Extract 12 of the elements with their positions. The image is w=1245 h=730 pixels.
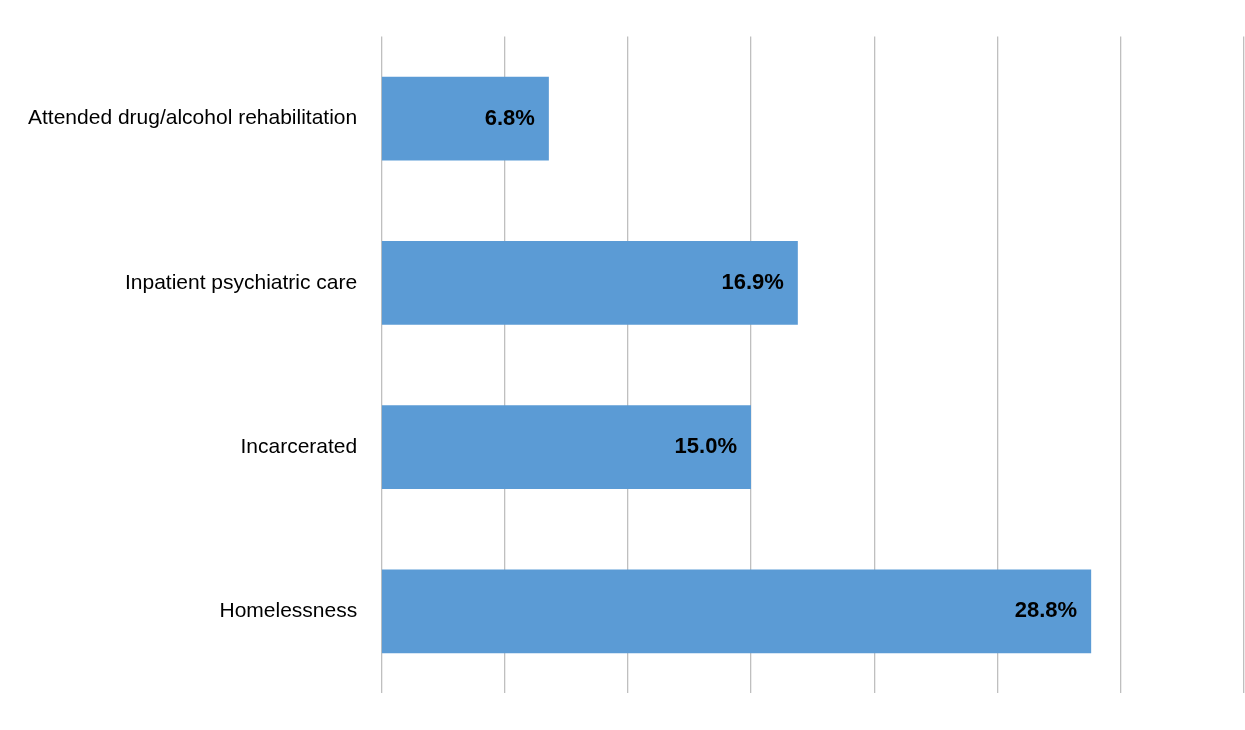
y-tick-label: Incarcerated (240, 433, 358, 457)
y-tick-label: Inpatient psychiatric care (124, 269, 358, 293)
data-label: 16.9% (721, 268, 784, 294)
data-label: 6.8% (484, 104, 535, 130)
y-tick-label: Attended drug/alcohol rehabilitation (28, 105, 358, 129)
data-label: 15.0% (674, 433, 737, 459)
y-tick-label: Homelessness (219, 598, 358, 622)
bar (381, 569, 1092, 654)
bar (381, 76, 549, 161)
bar (381, 405, 751, 489)
bar (381, 241, 798, 325)
data-label: 28.8% (1014, 597, 1078, 623)
